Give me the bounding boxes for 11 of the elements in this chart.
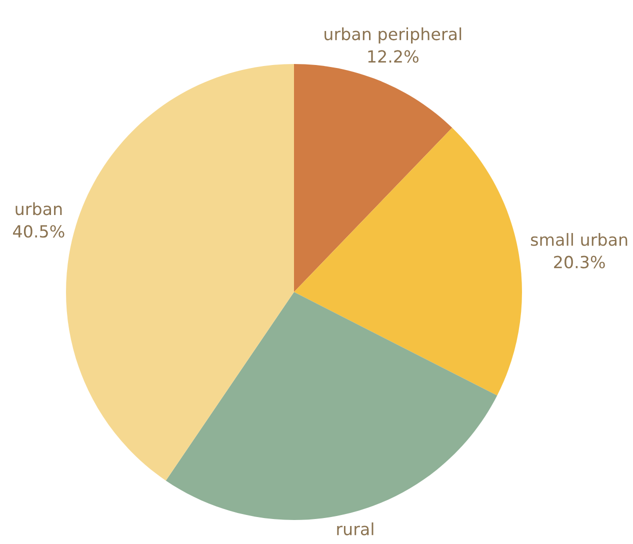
- pie-slice: [66, 64, 294, 481]
- pie-slice: [294, 64, 452, 292]
- pie-slice: [294, 128, 522, 396]
- slice-label: urban peripheral: [324, 27, 462, 44]
- slice-label: rural: [337, 522, 374, 536]
- data-label: 12.2%: [368, 50, 418, 63]
- slice-label: urban: [16, 202, 62, 216]
- pie-slice: [166, 292, 498, 520]
- slice-label: small urban: [530, 233, 628, 246]
- data-label: 20.3%: [554, 256, 605, 268]
- data-label: 40.5%: [13, 225, 64, 238]
